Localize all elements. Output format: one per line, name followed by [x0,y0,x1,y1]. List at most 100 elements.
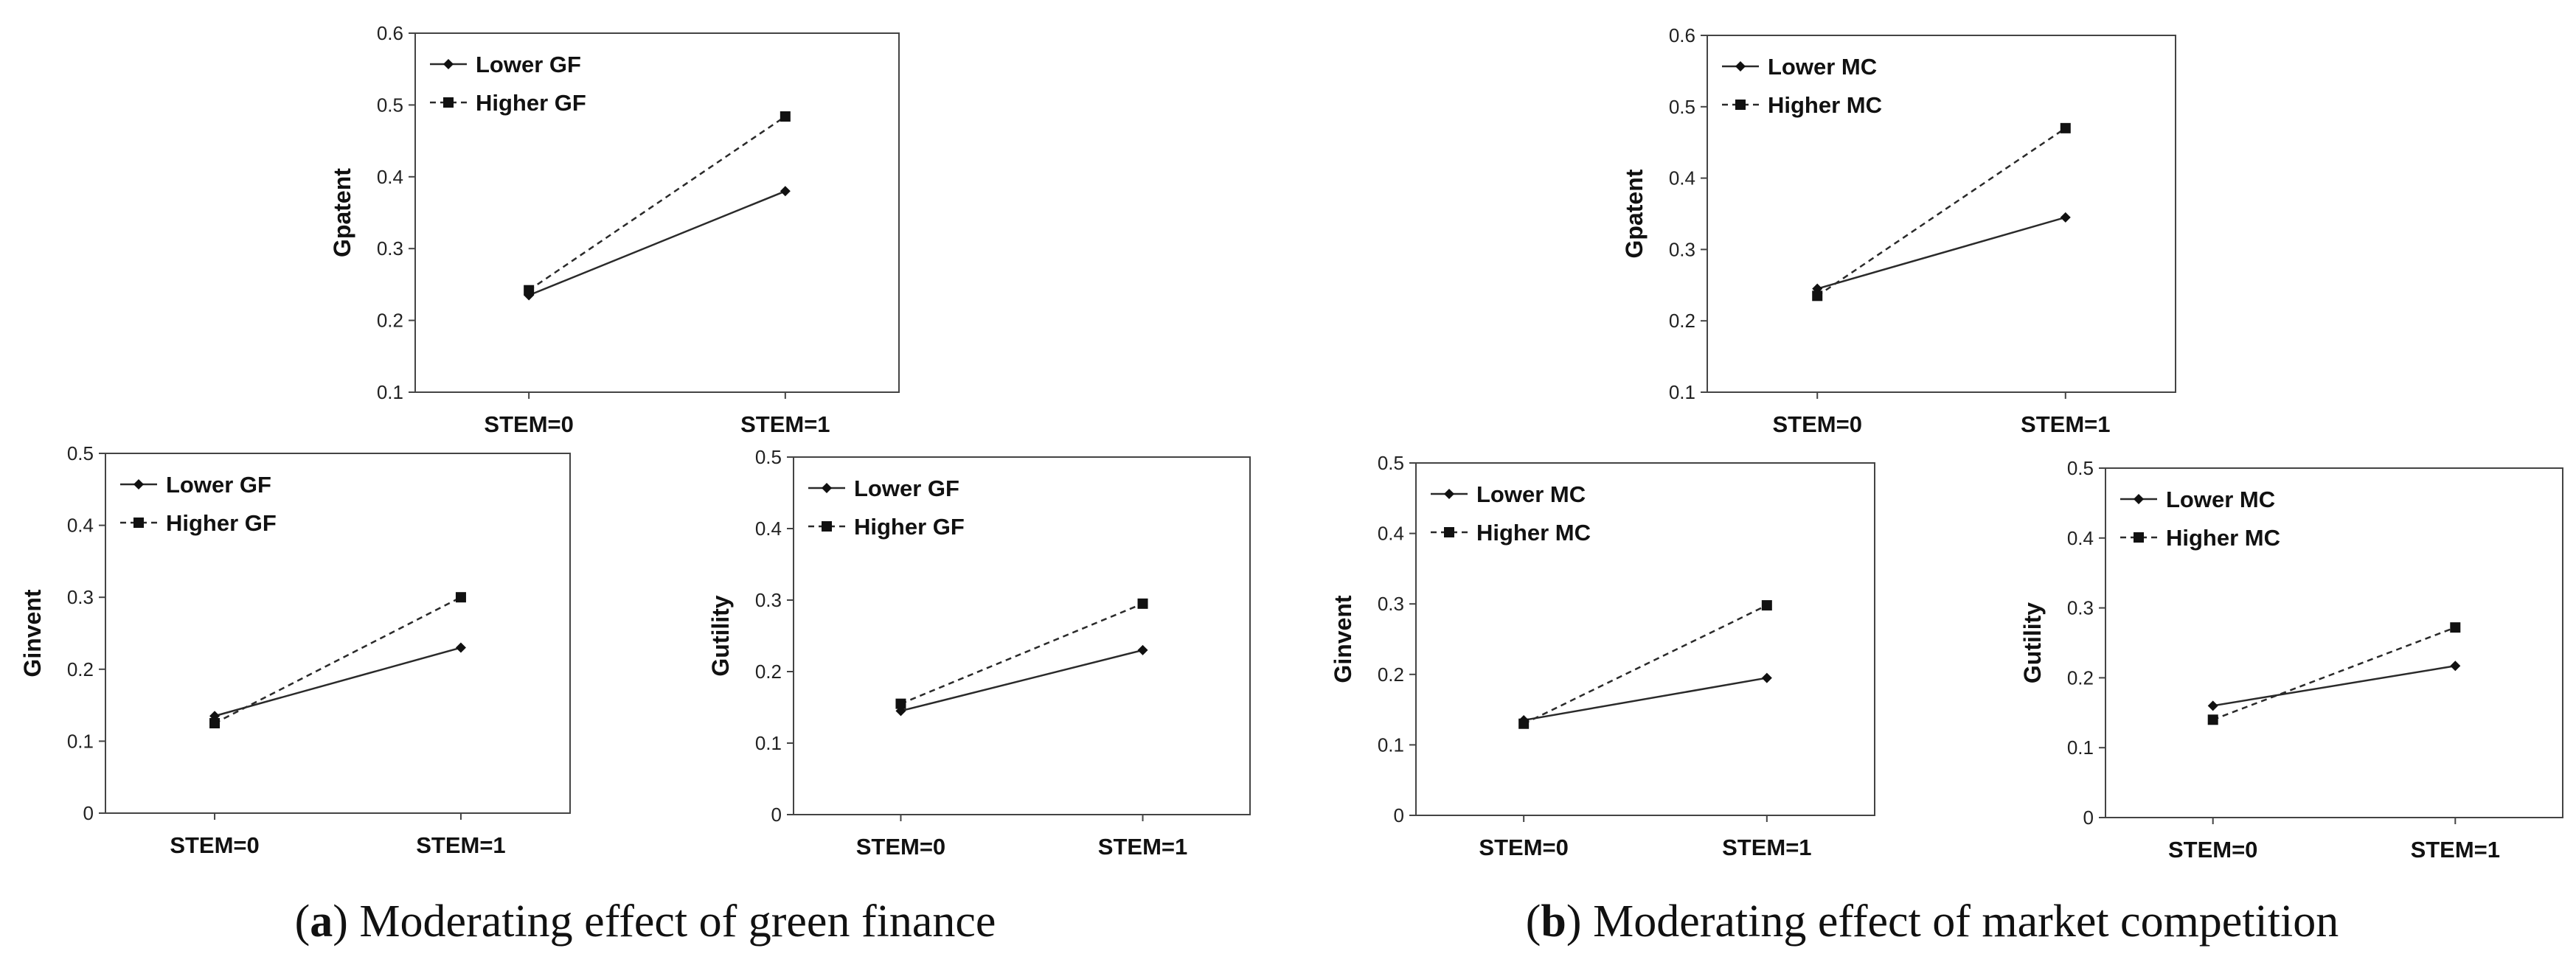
series-line-1 [1816,127,2066,297]
y-tick-label: 0.5 [2067,457,2094,479]
y-tick-label: 0.4 [1378,523,1404,545]
x-tick-label: STEM=0 [856,834,945,860]
legend-label: Lower MC [1476,481,1586,507]
legend-label: Lower GF [476,52,581,77]
y-tick-label: 0.3 [1669,238,1695,260]
chart-a-gutility: 0 0.1 0.2 0.3 0.4 0.5 STEM=0 STEM=1 Gutility Lowe… [707,446,1251,860]
data-point-diamond [2060,212,2071,223]
data-point-square [1137,598,1148,609]
y-tick-label: 0.1 [755,732,782,754]
y-tick-label: 0.6 [1669,24,1695,46]
data-point-diamond [780,186,791,197]
chart-a-gpatent: 0.1 0.2 0.3 0.4 0.5 0.6 STEM=0 STEM=1 Gpatent Low… [329,22,900,437]
x-tick-label: STEM=1 [740,411,830,437]
x-tick-label: STEM=1 [1098,834,1187,860]
series-line-0 [214,647,462,717]
chart-a-ginvent: 0 0.1 0.2 0.3 0.4 0.5 STEM=0 STEM=1 Ginvent Lower… [19,442,571,858]
x-tick-label: STEM=1 [416,832,505,858]
series-line-0 [1816,216,2066,290]
legend-label: Lower MC [2166,487,2275,512]
y-tick-label: 0.2 [67,658,94,680]
data-point-diamond [2450,661,2461,672]
data-point-square [524,285,535,296]
caption-a-letter: a [310,896,333,947]
plot-frame [1415,462,1875,816]
y-tick-label: 0.4 [755,518,782,540]
plot-frame [414,32,900,393]
series-line-0 [2212,665,2456,707]
data-point-diamond [1761,672,1772,683]
plot-frame [105,453,571,814]
data-point-square [209,718,221,728]
legend-marker-diamond [1444,489,1454,499]
y-tick-label: 0.1 [2067,736,2094,759]
legend-marker-diamond [1735,61,1746,72]
y-tick-label: 0.4 [67,515,94,537]
data-point-diamond [455,642,466,653]
y-tick-label: 0.5 [1669,96,1695,118]
y-tick-label: 0.5 [377,94,403,116]
y-tick-label: 0.3 [377,237,403,259]
y-tick-label: 0.4 [1669,167,1695,189]
caption-b-text: Moderating effect of market competition [1581,896,2339,947]
legend-label: Lower MC [1768,54,1877,80]
data-point-square [2060,122,2071,133]
legend-marker-square [822,521,832,532]
series-line-1 [214,596,462,725]
legend-label: Higher MC [1768,92,1882,118]
y-tick-label: 0.5 [755,446,782,468]
y-tick-label: 0 [83,802,94,824]
y-tick-label: 0.5 [67,442,94,464]
y-tick-label: 0 [771,804,782,826]
x-tick-label: STEM=0 [170,832,259,858]
x-tick-label: STEM=0 [1772,411,1861,437]
y-tick-label: 0.4 [377,166,403,188]
data-point-square [1812,290,1823,302]
legend-label: Higher MC [2166,525,2280,551]
y-axis-label: Gpatent [329,168,355,257]
y-tick-label: 0 [1394,804,1404,826]
legend-marker-square [2134,532,2144,543]
y-axis-label: Gutility [707,595,734,676]
legend-marker-square [133,518,144,528]
plot-frame [2105,467,2563,818]
legend-label: Higher GF [476,90,586,116]
series-line-0 [900,649,1143,712]
series-line-1 [528,115,786,291]
y-tick-label: 0.2 [755,661,782,683]
plot-frame [793,456,1251,815]
data-point-diamond [1137,644,1148,655]
y-tick-label: 0.5 [1378,452,1404,474]
data-point-diamond [2207,700,2218,711]
caption-b-letter: b [1541,896,1566,947]
legend-marker-diamond [133,479,144,490]
series-line-1 [1523,604,1768,725]
y-axis-label: Gutility [2019,602,2046,683]
legend-marker-diamond [2134,494,2144,504]
y-tick-label: 0.2 [1669,310,1695,332]
data-point-square [2450,622,2461,633]
y-tick-label: 0.3 [1378,593,1404,615]
y-tick-label: 0.2 [377,310,403,332]
chart-b-gpatent: 0.1 0.2 0.3 0.4 0.5 0.6 STEM=0 STEM=1 Gpatent Low… [1621,24,2176,437]
y-tick-label: 0.2 [2067,666,2094,689]
legend-label: Higher MC [1476,520,1591,546]
legend-label: Lower GF [854,475,959,501]
series-line-1 [2212,626,2456,721]
plot-frame [1707,35,2176,393]
data-point-square [780,111,791,122]
series-line-0 [528,190,786,296]
x-tick-label: STEM=1 [2021,411,2110,437]
data-point-square [2207,714,2218,725]
y-tick-label: 0 [2083,807,2094,829]
chart-b-gutility: 0 0.1 0.2 0.3 0.4 0.5 STEM=0 STEM=1 Gutility Lowe… [2019,457,2563,863]
caption-a-text: Moderating effect of green finance [347,896,996,947]
legend-label: Lower GF [166,472,271,498]
legend-marker-diamond [822,483,832,493]
y-tick-label: 0.3 [755,589,782,611]
y-tick-label: 0.1 [1378,734,1404,756]
y-tick-label: 0.2 [1378,663,1404,686]
series-line-1 [900,602,1144,705]
x-tick-label: STEM=1 [1722,835,1811,860]
